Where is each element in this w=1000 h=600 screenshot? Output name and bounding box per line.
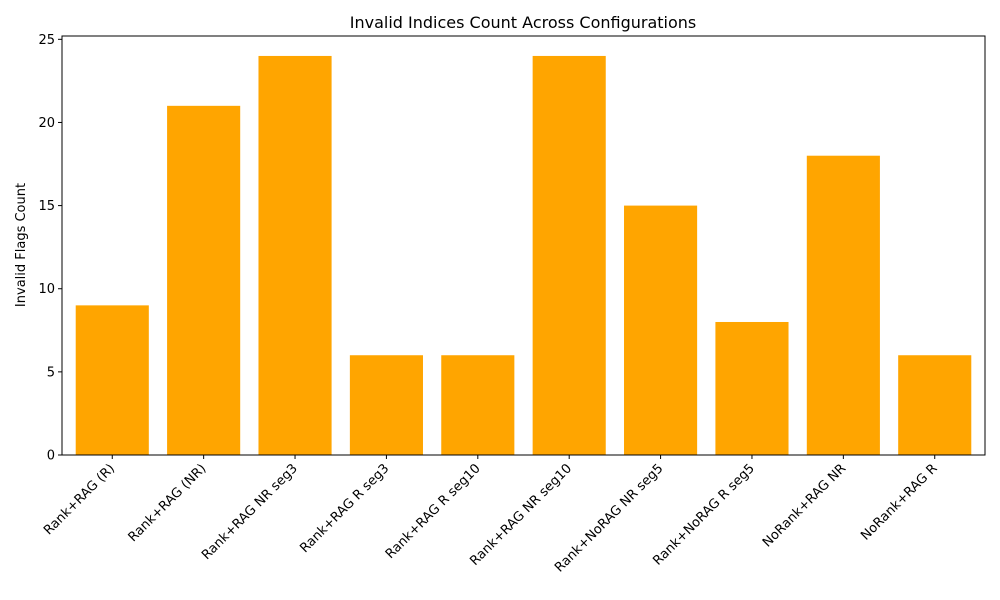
y-tick-label: 5 <box>47 365 55 380</box>
bar <box>258 55 332 455</box>
x-tick-label: Rank+RAG R seg3 <box>297 461 392 556</box>
x-ticks: Rank+RAG (R) Rank+RAG (NR)Rank+RAG NR seg… <box>41 455 941 576</box>
y-axis-label: Invalid Flags Count <box>14 183 29 307</box>
bar <box>167 105 241 455</box>
y-ticks: 0 5 10 15 20 25 <box>38 33 62 464</box>
x-tick-label: NoRank+RAG R <box>858 461 940 543</box>
bar <box>441 355 515 455</box>
bar <box>532 55 606 455</box>
x-tick-label: Rank+RAG (R) <box>41 461 118 538</box>
axes-layer <box>61 35 986 456</box>
y-tick-label: 25 <box>38 33 55 48</box>
x-tick-label: Rank+RAG (NR) <box>126 461 210 545</box>
y-tick-label: 20 <box>38 116 55 131</box>
bar <box>715 321 789 455</box>
bar <box>349 355 423 455</box>
x-tick-label: Rank+RAG R seg10 <box>383 461 484 562</box>
x-tick-label: Rank+RAG NR seg3 <box>199 461 301 563</box>
x-tick-label: Rank+NoRAG NR seg5 <box>552 461 666 575</box>
x-tick-label: Rank+NoRAG R seg5 <box>650 461 757 568</box>
y-tick-label: 10 <box>38 282 55 297</box>
bars-layer <box>75 55 972 455</box>
y-tick-label: 15 <box>38 199 55 214</box>
bar <box>898 355 972 455</box>
y-tick-label: 0 <box>47 449 55 464</box>
chart-title: Invalid Indices Count Across Configurati… <box>350 13 696 32</box>
x-tick-label: NoRank+RAG NR <box>760 461 849 550</box>
bar <box>75 305 149 455</box>
plot-frame <box>61 35 986 456</box>
x-tick-label: Rank+RAG NR seg10 <box>467 461 575 569</box>
bar <box>624 205 698 455</box>
bar <box>806 155 880 455</box>
